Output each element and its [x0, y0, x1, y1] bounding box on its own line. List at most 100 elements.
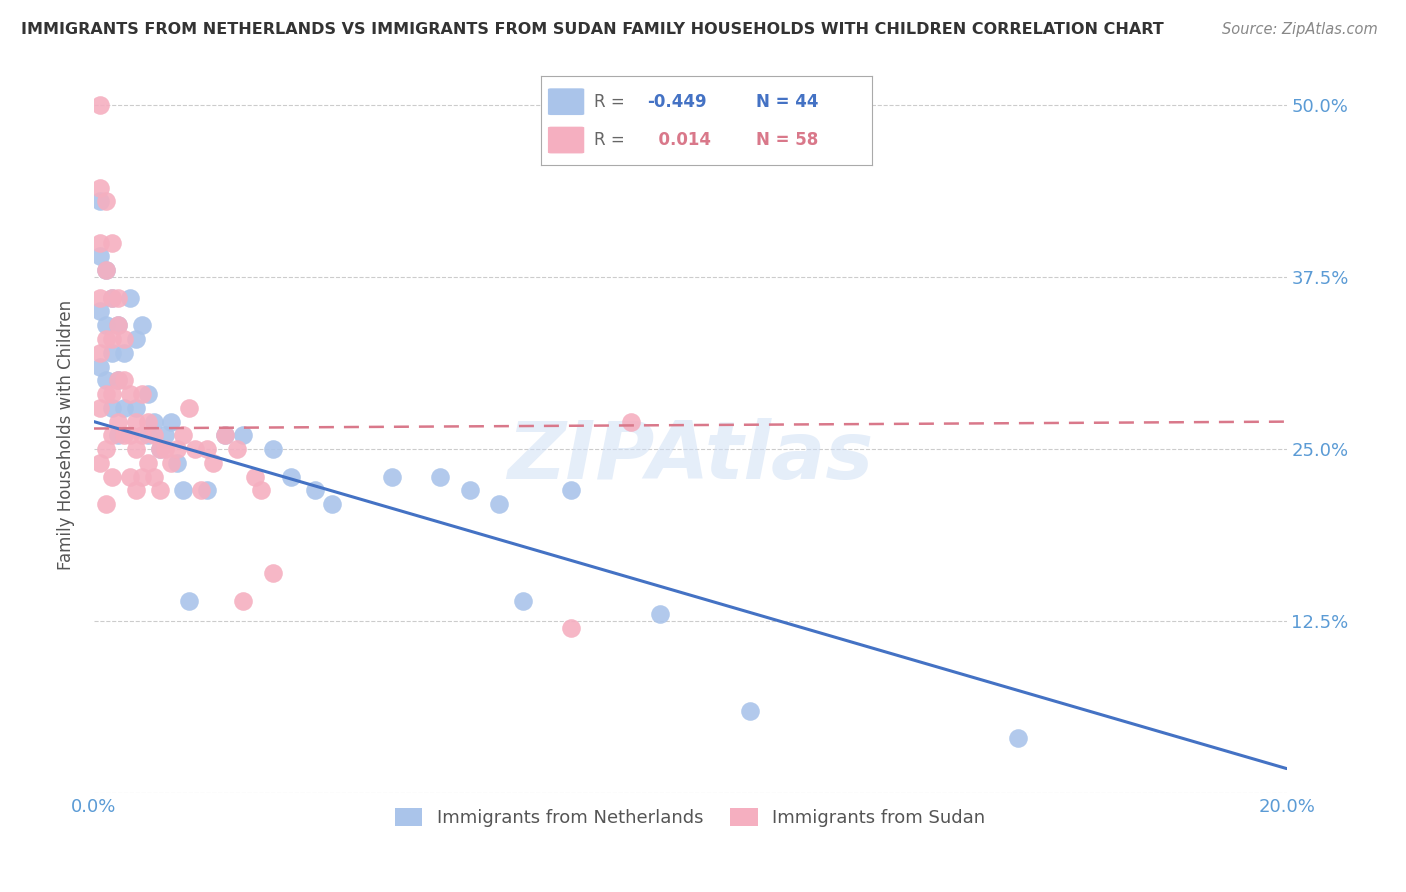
Point — [142, 415, 165, 429]
Point — [131, 318, 153, 333]
Point — [118, 387, 141, 401]
Point — [94, 318, 117, 333]
Point — [172, 483, 194, 498]
Point — [738, 704, 761, 718]
Point — [112, 428, 135, 442]
Point — [101, 428, 124, 442]
Point — [89, 346, 111, 360]
Point — [214, 428, 236, 442]
Point — [107, 373, 129, 387]
Point — [107, 291, 129, 305]
Text: ZIPAtlas: ZIPAtlas — [508, 417, 873, 496]
Point — [184, 442, 207, 457]
Point — [304, 483, 326, 498]
Point — [148, 442, 170, 457]
Point — [280, 469, 302, 483]
Point — [190, 483, 212, 498]
Point — [321, 497, 343, 511]
Point — [118, 428, 141, 442]
Point — [112, 401, 135, 415]
Point — [148, 442, 170, 457]
Point — [179, 401, 201, 415]
Point — [262, 566, 284, 580]
Point — [94, 387, 117, 401]
Point — [89, 401, 111, 415]
Point — [124, 483, 146, 498]
Point — [202, 456, 225, 470]
Point — [262, 442, 284, 457]
Point — [94, 194, 117, 209]
Point — [118, 469, 141, 483]
Point — [101, 469, 124, 483]
Text: R =: R = — [595, 131, 630, 149]
Point — [142, 469, 165, 483]
Point — [429, 469, 451, 483]
Point — [94, 263, 117, 277]
Point — [214, 428, 236, 442]
Text: Source: ZipAtlas.com: Source: ZipAtlas.com — [1222, 22, 1378, 37]
Point — [560, 621, 582, 635]
Point — [136, 415, 159, 429]
Point — [458, 483, 481, 498]
Point — [101, 291, 124, 305]
Point — [131, 428, 153, 442]
Point — [112, 332, 135, 346]
Point — [107, 428, 129, 442]
Point — [160, 456, 183, 470]
Point — [124, 401, 146, 415]
Point — [148, 483, 170, 498]
Point — [89, 456, 111, 470]
Point — [136, 387, 159, 401]
Point — [560, 483, 582, 498]
Point — [179, 593, 201, 607]
Point — [107, 318, 129, 333]
Point — [89, 98, 111, 112]
Point — [89, 304, 111, 318]
Point — [166, 456, 188, 470]
Point — [243, 469, 266, 483]
Point — [155, 428, 177, 442]
Point — [131, 387, 153, 401]
Point — [160, 415, 183, 429]
Text: IMMIGRANTS FROM NETHERLANDS VS IMMIGRANTS FROM SUDAN FAMILY HOUSEHOLDS WITH CHIL: IMMIGRANTS FROM NETHERLANDS VS IMMIGRANT… — [21, 22, 1164, 37]
Point — [155, 442, 177, 457]
Legend: Immigrants from Netherlands, Immigrants from Sudan: Immigrants from Netherlands, Immigrants … — [388, 801, 993, 834]
Point — [94, 263, 117, 277]
Point — [620, 415, 643, 429]
Point — [195, 483, 218, 498]
Text: N = 58: N = 58 — [756, 131, 818, 149]
Point — [89, 249, 111, 263]
Text: -0.449: -0.449 — [647, 93, 707, 111]
Point — [166, 442, 188, 457]
Point — [107, 318, 129, 333]
Point — [226, 442, 249, 457]
Point — [101, 346, 124, 360]
Point — [124, 415, 146, 429]
Point — [512, 593, 534, 607]
Point — [650, 607, 672, 622]
Point — [107, 373, 129, 387]
Point — [89, 291, 111, 305]
Point — [89, 235, 111, 250]
Point — [250, 483, 273, 498]
Point — [381, 469, 404, 483]
Point — [112, 346, 135, 360]
Point — [195, 442, 218, 457]
Text: N = 44: N = 44 — [756, 93, 818, 111]
Point — [232, 593, 254, 607]
Point — [101, 387, 124, 401]
Y-axis label: Family Households with Children: Family Households with Children — [58, 301, 75, 571]
Point — [94, 442, 117, 457]
Point — [1007, 731, 1029, 746]
Point — [232, 428, 254, 442]
Point — [101, 401, 124, 415]
Point — [94, 497, 117, 511]
Point — [94, 373, 117, 387]
FancyBboxPatch shape — [548, 88, 585, 115]
Text: R =: R = — [595, 93, 630, 111]
FancyBboxPatch shape — [548, 127, 585, 153]
Point — [142, 428, 165, 442]
Point — [118, 291, 141, 305]
Point — [131, 469, 153, 483]
Point — [107, 415, 129, 429]
